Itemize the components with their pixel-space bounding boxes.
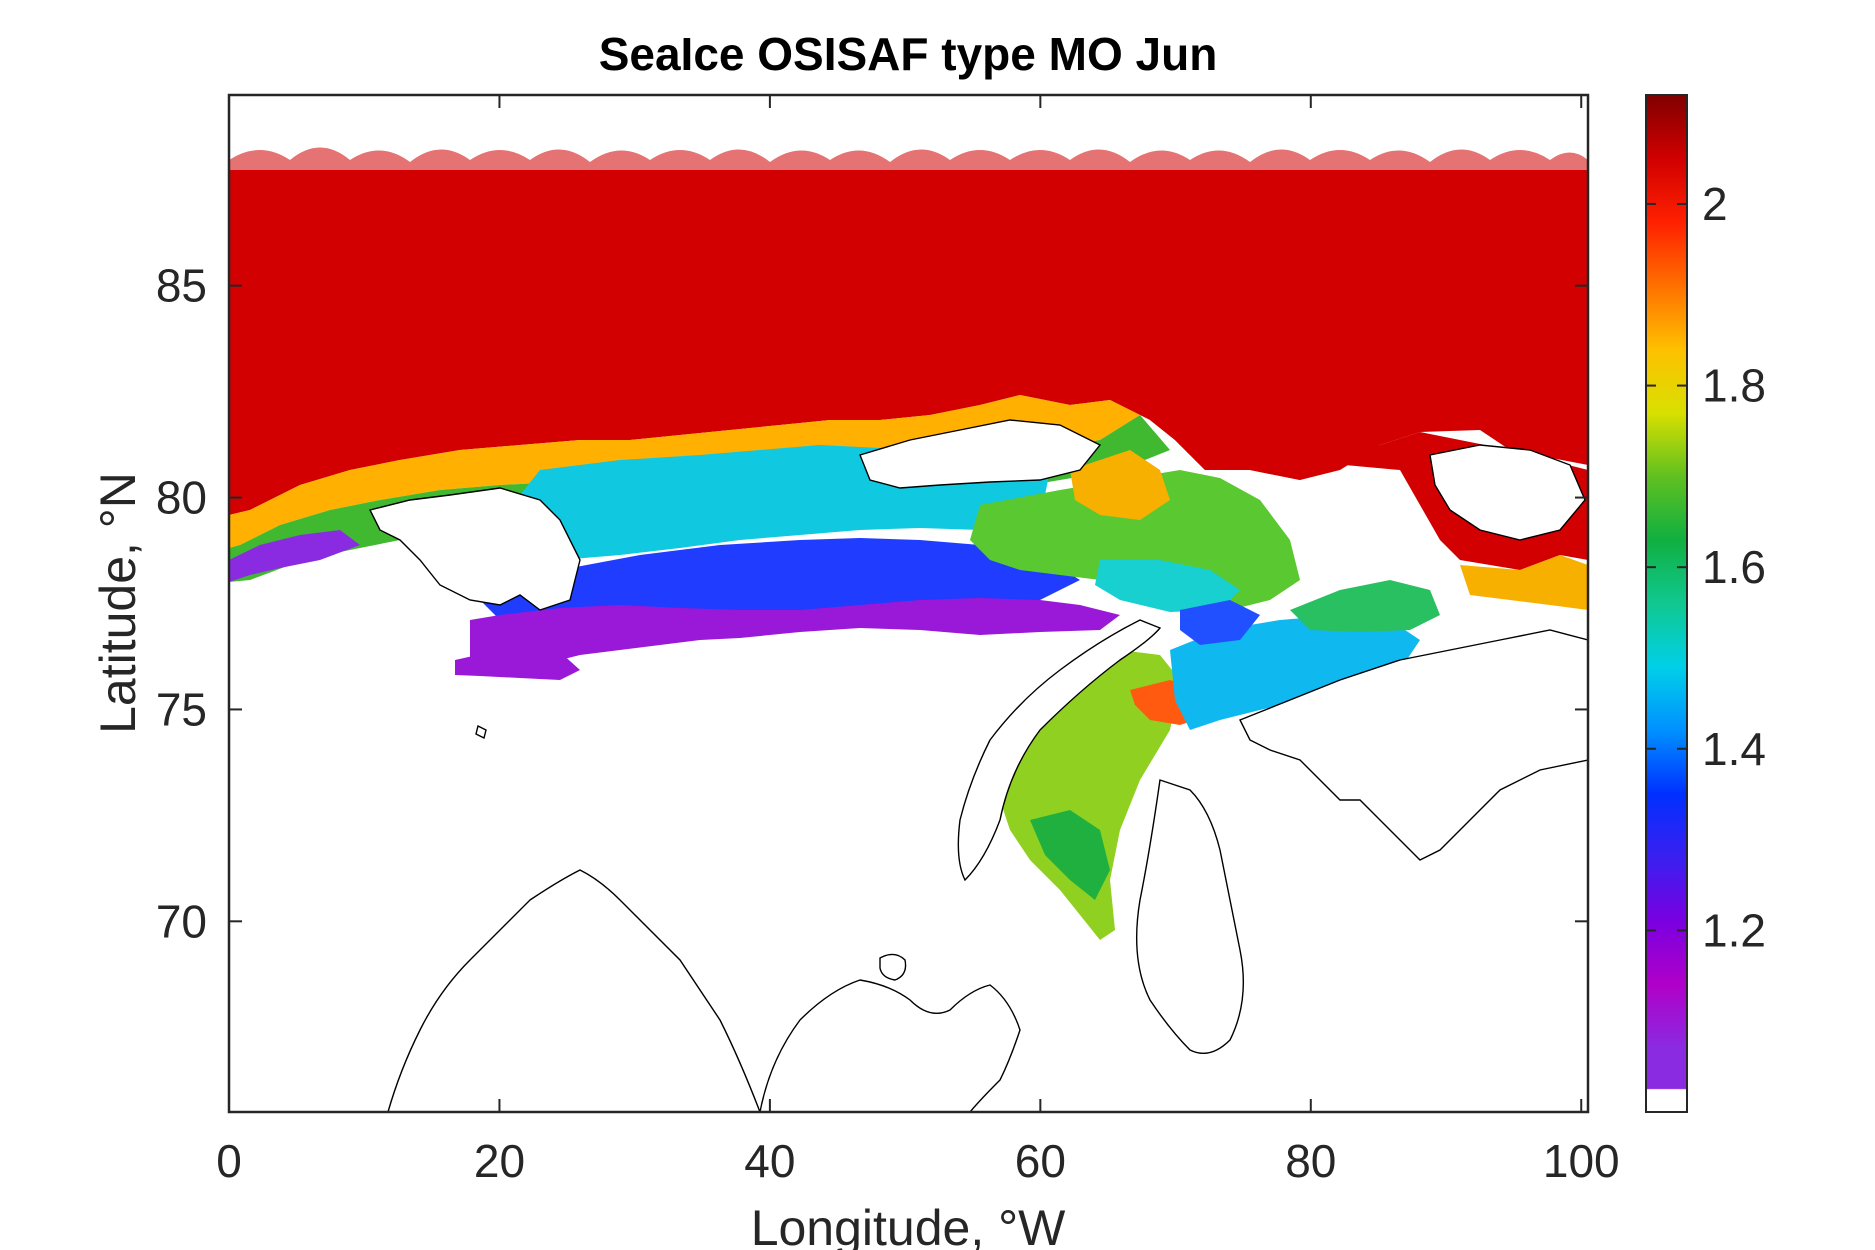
x-tick-label: 80	[1285, 1135, 1336, 1187]
x-tick-label: 20	[474, 1135, 525, 1187]
region-laptev-west	[1170, 615, 1420, 730]
franz-josef-land-outline	[859, 419, 1102, 489]
x-axis: 0 20 40 60 80 100	[216, 95, 1620, 1187]
x-tick-label: 100	[1543, 1135, 1620, 1187]
plot-frame	[227, 93, 1590, 1114]
colorbar-ticks: 1.2 1.4 1.6 1.8 2	[1646, 178, 1766, 956]
novaya-zemlya-outline	[957, 619, 1162, 882]
region-laptev-blue	[1180, 600, 1260, 645]
land-outlines	[368, 419, 1588, 1112]
region-kara-green	[1030, 810, 1110, 900]
colorbar-tick-label: 1.6	[1702, 541, 1766, 593]
y-axis-label: Latitude, °N	[90, 472, 146, 734]
colorbar-gradient	[1645, 94, 1688, 1113]
region-laptev-green	[1290, 580, 1440, 632]
region-northern-fringe	[229, 147, 1588, 172]
region-fram-strait-edge	[229, 530, 360, 582]
kolguev-outline	[879, 953, 907, 981]
colorbar-tick-label: 1.4	[1702, 723, 1766, 775]
chart-title: SeaIce OSISAF type MO Jun	[599, 28, 1218, 80]
scandinavia-coast-outline	[387, 869, 761, 1112]
region-laptev-east-orange	[1460, 555, 1588, 610]
small-island-outline	[475, 724, 487, 740]
region-central-arctic	[229, 170, 1588, 515]
colorbar-tick-label: 1.2	[1702, 904, 1766, 956]
y-tick-label: 70	[156, 895, 207, 947]
colorbar-tick-label: 1.8	[1702, 360, 1766, 412]
x-axis-label: Longitude, °W	[751, 1200, 1066, 1250]
region-barents-south	[470, 598, 1120, 672]
x-tick-label: 0	[216, 1135, 242, 1187]
y-tick-label: 85	[156, 260, 207, 312]
region-severnaya-region	[1070, 450, 1170, 520]
colorbar-tick-label: 2	[1702, 178, 1728, 230]
colorbar: 1.2 1.4 1.6 1.8 2	[1645, 94, 1766, 1113]
x-tick-label: 60	[1015, 1135, 1066, 1187]
region-barents-blue	[480, 538, 1080, 620]
taymyr-coast-outline	[1239, 629, 1588, 861]
y-axis: 70 75 80 85	[156, 260, 1588, 947]
yamal-coast-outline	[1135, 779, 1244, 1054]
x-tick-label: 40	[744, 1135, 795, 1187]
y-tick-label: 80	[156, 472, 207, 524]
kola-white-sea-outline	[759, 979, 1021, 1112]
svalbard-outline	[368, 487, 581, 611]
region-teal-patch	[1095, 560, 1240, 612]
region-barents-tail	[455, 650, 580, 680]
severnaya-zemlya-outline	[1429, 444, 1586, 541]
y-tick-label: 75	[156, 683, 207, 735]
